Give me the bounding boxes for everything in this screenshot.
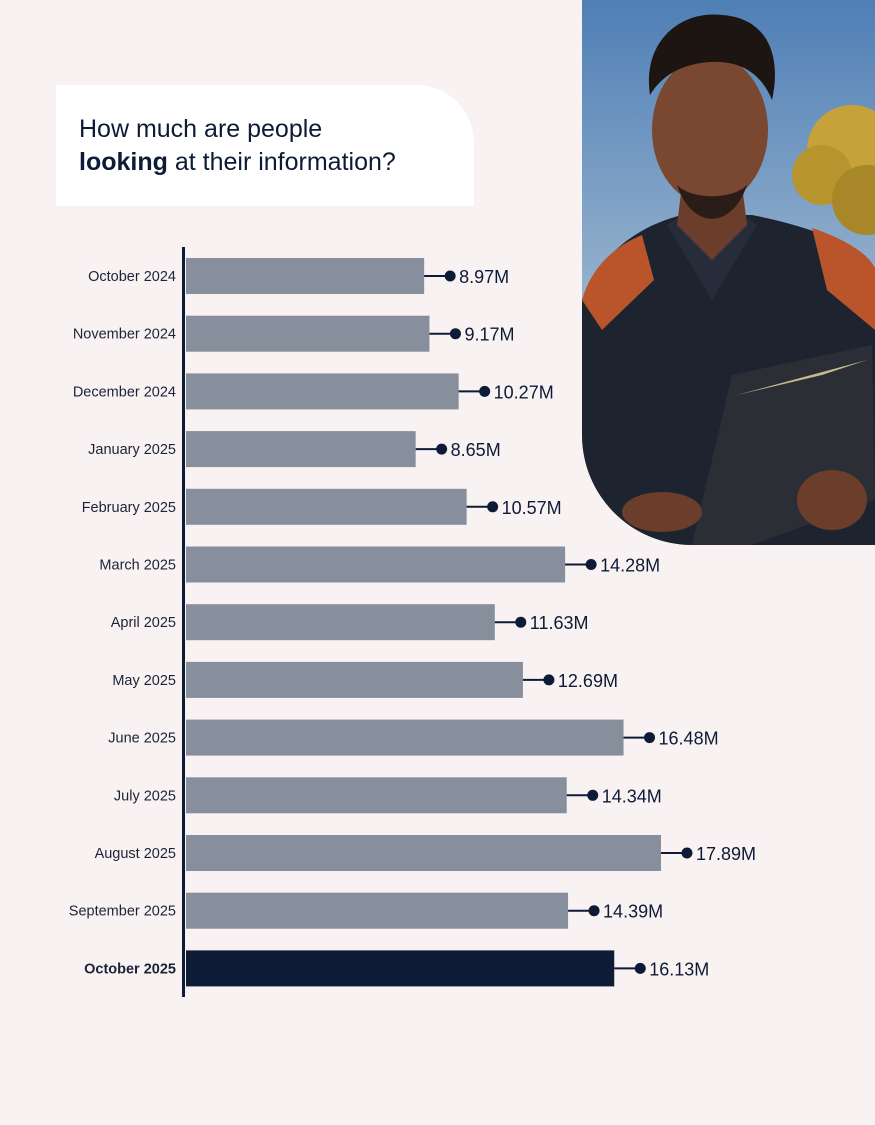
bar xyxy=(186,604,495,641)
category-label: July 2025 xyxy=(114,788,176,804)
hero-photo xyxy=(582,0,875,545)
value-dot xyxy=(634,962,646,974)
title-emphasis: looking xyxy=(79,148,168,176)
bar xyxy=(186,488,467,525)
chart-bars: October 2024 8.97M November 2024 9.17M Decem… xyxy=(69,258,756,987)
category-label: January 2025 xyxy=(88,442,176,458)
value-dot xyxy=(444,270,456,282)
bar xyxy=(186,373,459,410)
value-dot xyxy=(515,616,527,628)
value-label: 17.89M xyxy=(696,844,756,864)
value-dot xyxy=(644,732,656,744)
title-line-2: at their information? xyxy=(167,148,396,176)
value-dot xyxy=(436,443,448,455)
bar xyxy=(186,777,567,814)
bar xyxy=(186,431,416,468)
value-dot xyxy=(479,385,491,397)
value-label: 14.28M xyxy=(600,556,660,576)
bar xyxy=(186,950,615,987)
category-label: March 2025 xyxy=(99,558,176,574)
value-dot xyxy=(487,501,499,513)
category-label: December 2024 xyxy=(73,384,176,400)
bar xyxy=(186,661,523,698)
bar xyxy=(186,258,425,294)
bar xyxy=(186,892,569,929)
bar xyxy=(186,546,566,583)
category-label: May 2025 xyxy=(112,673,176,689)
category-label: October 2024 xyxy=(88,269,176,285)
value-dot xyxy=(543,674,555,686)
value-label: 11.63M xyxy=(530,613,589,633)
bar xyxy=(186,315,430,352)
title-card: How much are people looking at their inf… xyxy=(56,85,474,206)
value-label: 16.48M xyxy=(659,729,719,749)
value-label: 14.34M xyxy=(602,786,662,806)
value-label: 16.13M xyxy=(649,959,709,979)
bar xyxy=(186,719,624,756)
value-label: 10.57M xyxy=(502,498,562,518)
value-label: 9.17M xyxy=(464,325,514,345)
category-label: September 2025 xyxy=(69,904,176,920)
value-label: 10.27M xyxy=(494,382,554,402)
value-label: 8.65M xyxy=(451,440,501,460)
value-dot xyxy=(449,328,461,340)
value-dot xyxy=(585,559,597,570)
category-label: August 2025 xyxy=(95,846,176,862)
category-label: February 2025 xyxy=(82,500,176,516)
category-label: April 2025 xyxy=(111,615,176,631)
value-label: 12.69M xyxy=(558,671,618,691)
value-label: 14.39M xyxy=(603,902,663,922)
category-label: October 2025 xyxy=(84,961,176,977)
category-label: June 2025 xyxy=(108,731,176,747)
value-dot xyxy=(588,905,600,917)
category-label: November 2024 xyxy=(73,327,176,343)
bar xyxy=(186,835,661,871)
value-label: 8.97M xyxy=(459,267,509,287)
photo-illustration xyxy=(582,0,875,545)
value-dot xyxy=(681,847,693,859)
value-dot xyxy=(587,789,599,801)
title-line-1: How much are people xyxy=(79,115,323,143)
